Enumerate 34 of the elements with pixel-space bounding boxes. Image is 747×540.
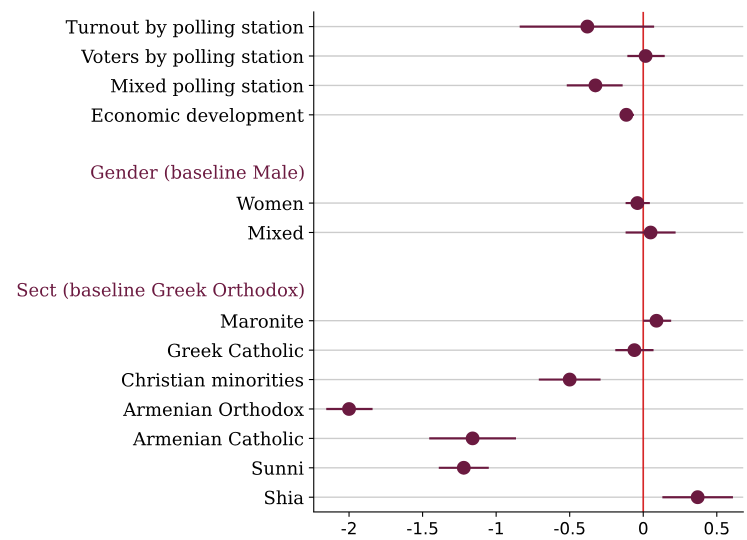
y-tick-label: Women — [236, 196, 304, 210]
x-tick-label: 0.5 — [704, 522, 729, 535]
y-tick-label: Economic development — [92, 108, 304, 126]
y-tick-label: Turnout by polling station — [66, 20, 304, 38]
point — [456, 460, 471, 475]
x-tick-label: -1 — [488, 522, 503, 534]
y-tick-label: Maronite — [220, 314, 304, 328]
x-tick-label: 0 — [639, 522, 648, 535]
y-tick-label: Voters by polling station — [81, 49, 304, 67]
y-tick-label: Armenian Catholic — [132, 432, 304, 446]
point — [644, 226, 658, 240]
point — [588, 78, 602, 92]
point — [628, 343, 642, 358]
y-tick-label: Mixed polling station — [110, 78, 304, 96]
point — [342, 402, 356, 416]
point — [638, 49, 652, 63]
point — [562, 372, 577, 386]
point — [466, 431, 480, 446]
y-tick-label: Christian minorities — [122, 372, 304, 387]
x-tick-label: -1.5 — [407, 522, 438, 535]
y-tick-label: Mixed — [248, 226, 304, 240]
y-tick-label: Sect (baseline Greek Orthodox) — [18, 282, 304, 300]
y-tick-label: Greek Catholic — [168, 343, 304, 358]
point — [580, 20, 594, 34]
point — [630, 196, 644, 210]
y-tick-label: Gender (baseline Male) — [91, 164, 304, 182]
point — [690, 490, 705, 504]
x-tick-label: -2 — [342, 522, 356, 534]
point — [619, 108, 634, 122]
x-tick-label: -0.5 — [554, 522, 584, 535]
y-tick-label: Armenian Orthodox — [123, 402, 304, 416]
y-tick-label: Shia — [265, 490, 304, 504]
point — [650, 314, 664, 328]
y-tick-label: Sunni — [252, 461, 304, 475]
